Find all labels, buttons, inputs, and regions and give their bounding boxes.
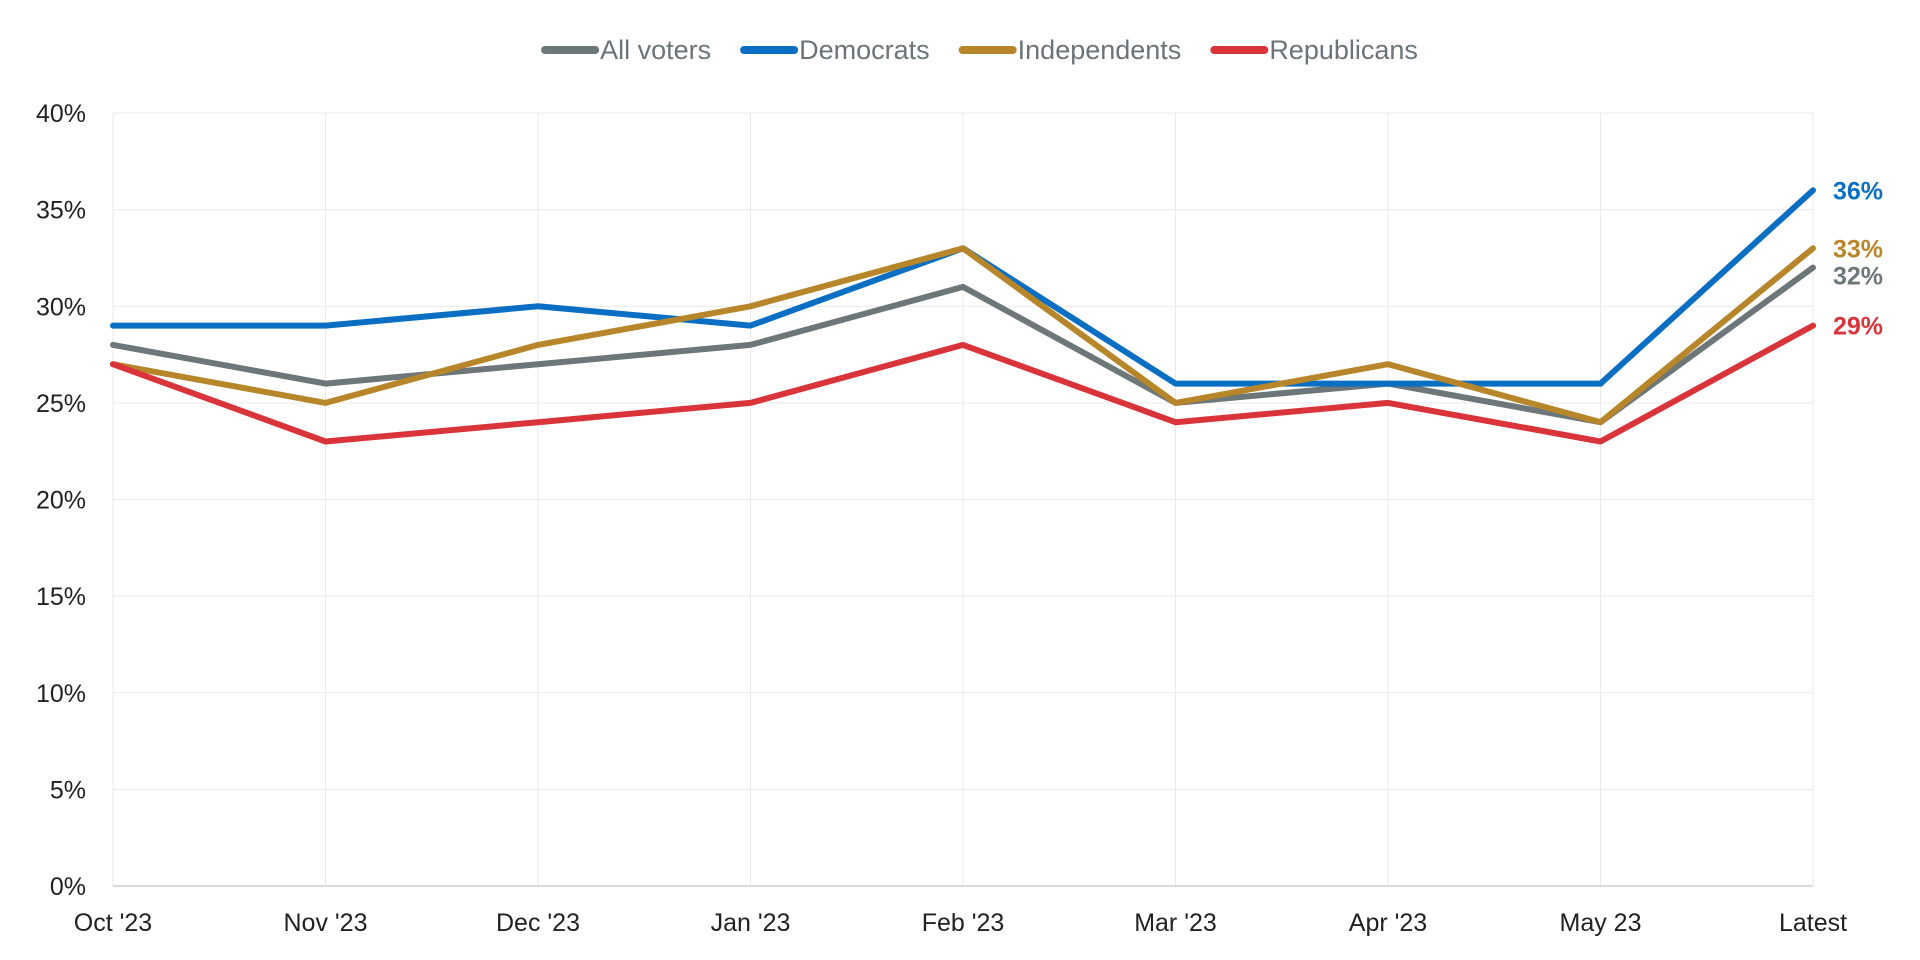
y-tick-label: 35% <box>36 197 86 225</box>
y-tick-label: 25% <box>36 390 86 418</box>
axes: 0% 5% 10% 15% 20% 25% 30% 35% 40% Oct '23 Nov '23 D… <box>36 100 1847 937</box>
x-tick-label: Nov '23 <box>284 909 368 937</box>
legend-label-democrats: Democrats <box>799 35 930 65</box>
series-line-republicans <box>110 322 1816 445</box>
end-label-republicans: 29% <box>1833 313 1883 341</box>
x-tick-label: May 23 <box>1560 909 1642 937</box>
end-label-independents: 33% <box>1833 235 1883 263</box>
y-tick-label: 10% <box>36 680 86 708</box>
series-group <box>110 187 1816 445</box>
y-tick-label: 5% <box>50 776 86 804</box>
x-tick-label: Oct '23 <box>74 909 152 937</box>
y-tick-label: 0% <box>50 873 86 901</box>
end-label-democrats: 36% <box>1833 177 1883 205</box>
legend-label-republicans: Republicans <box>1269 35 1418 65</box>
y-tick-label: 40% <box>36 100 86 128</box>
y-tick-label: 15% <box>36 583 86 611</box>
x-tick-label: Jan '23 <box>711 909 791 937</box>
gridlines <box>112 112 1814 886</box>
legend: All voters Democrats Independents Republica… <box>541 35 1418 65</box>
end-label-all-voters: 32% <box>1833 262 1883 290</box>
legend-label-independents: Independents <box>1018 35 1182 65</box>
series-line-independents <box>110 245 1816 426</box>
x-tick-label: Dec '23 <box>496 909 580 937</box>
x-tick-label: Mar '23 <box>1134 909 1217 937</box>
y-tick-label: 30% <box>36 293 86 321</box>
x-tick-label: Apr '23 <box>1349 909 1427 937</box>
legend-label-all-voters: All voters <box>600 35 711 65</box>
end-labels: 36% 33%32% 29% <box>1833 177 1883 340</box>
series-line-all-voters <box>110 264 1816 426</box>
y-tick-label: 20% <box>36 487 86 515</box>
x-tick-label: Latest <box>1779 909 1847 937</box>
x-tick-label: Feb '23 <box>922 909 1005 937</box>
